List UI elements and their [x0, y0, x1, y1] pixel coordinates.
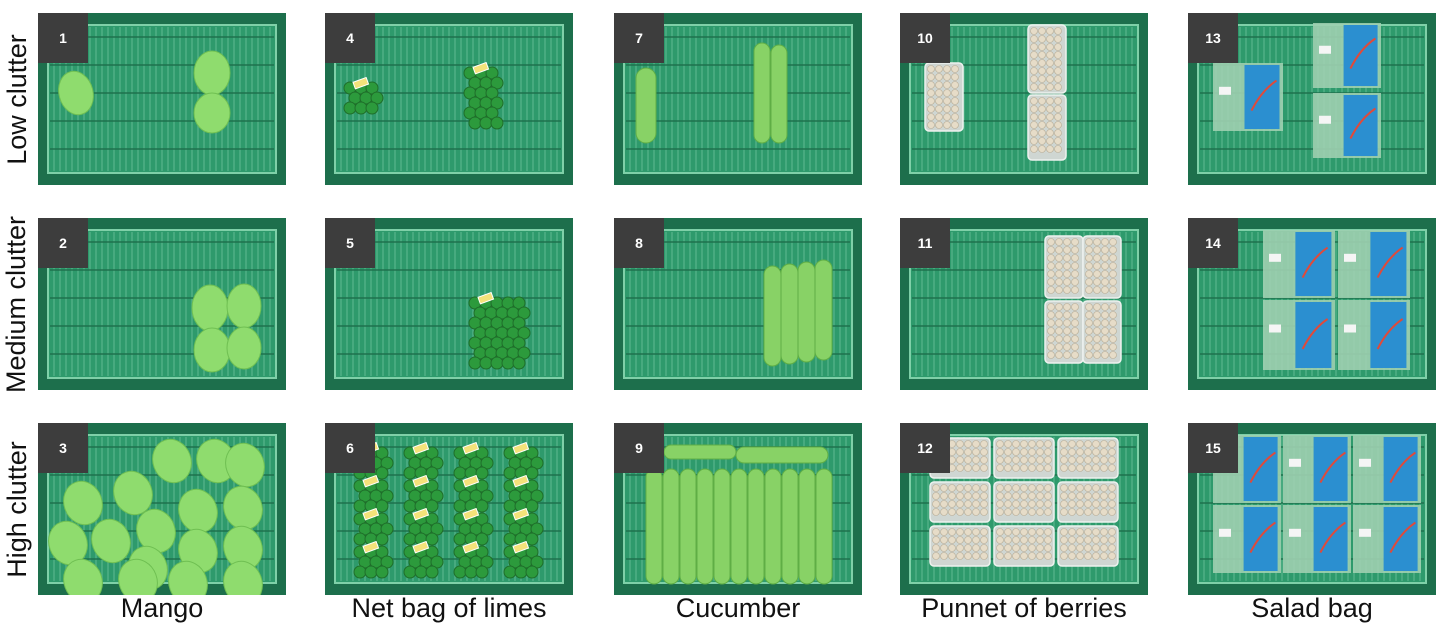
column-label-salad: Salad bag [1251, 593, 1373, 623]
mango [63, 480, 103, 526]
mango [193, 50, 231, 96]
row-label-high: High clutter [0, 423, 34, 595]
crate-image [900, 218, 1148, 390]
cucumber [662, 468, 680, 585]
crate-photo-salad-low: 13 [1188, 13, 1436, 185]
scene-number-badge: 3 [38, 423, 88, 473]
produce-berries [929, 437, 1119, 567]
cucumber [747, 468, 765, 585]
cucumber [645, 468, 663, 585]
mango [63, 558, 103, 595]
cucumber [679, 468, 697, 585]
cucumber [770, 44, 788, 144]
punnet [924, 62, 964, 132]
crate-photo-berries-high: 12 [900, 423, 1148, 595]
mango [168, 560, 208, 595]
cucumber [781, 468, 799, 585]
mango [226, 326, 262, 370]
crate-photo-cucumber-medium: 8 [614, 218, 862, 390]
mango [225, 442, 265, 488]
produce-mango [58, 50, 231, 134]
crate-photo-salad-medium: 14 [1188, 218, 1436, 390]
column-label-berries: Punnet of berries [921, 593, 1127, 623]
cucumber [696, 468, 714, 585]
scene-number-badge: 10 [900, 13, 950, 63]
cucumber [780, 263, 799, 365]
mango [91, 518, 131, 564]
crate-photo-mango-low: 1 [38, 13, 286, 185]
cucumber [798, 468, 816, 585]
column-label-mango: Mango [120, 593, 204, 623]
cucumber [763, 265, 782, 367]
crate-photo-mango-high: 3 [38, 423, 286, 595]
cucumber [753, 42, 771, 144]
mango [223, 560, 263, 595]
produce-cucumber [645, 444, 833, 585]
cucumber [635, 67, 657, 144]
scene-number-badge: 12 [900, 423, 950, 473]
crate-photo-berries-low: 10 [900, 13, 1148, 185]
punnet [1027, 24, 1067, 94]
scene-number-badge: 4 [325, 13, 375, 63]
mango [193, 92, 231, 134]
crate-photo-cucumber-low: 7 [614, 13, 862, 185]
cucumber [764, 468, 782, 585]
crate-photo-limes-low: 4 [325, 13, 573, 185]
cucumber [815, 468, 833, 585]
produce-salad [1213, 23, 1381, 158]
produce-mango [48, 438, 265, 595]
scene-number-badge: 14 [1188, 218, 1238, 268]
cucumber [797, 261, 816, 363]
scene-number-badge: 13 [1188, 13, 1238, 63]
produce-cucumber [763, 259, 833, 367]
row-label-medium: Medium clutter [0, 215, 34, 393]
crate-photo-berries-medium: 11 [900, 218, 1148, 390]
scene-number-badge: 2 [38, 218, 88, 268]
produce-salad [1213, 435, 1421, 573]
produce-limes [468, 291, 531, 370]
mango [226, 283, 262, 329]
crate-image [38, 423, 286, 595]
produce-limes [343, 61, 504, 130]
cucumber [814, 259, 833, 361]
column-label-limes: Net bag of limes [351, 593, 547, 623]
produce-salad [1263, 230, 1410, 370]
mango [152, 438, 192, 484]
row-label-text: Medium clutter [1, 215, 32, 393]
column-label-cucumber: Cucumber [675, 593, 801, 623]
crate-photo-mango-medium: 2 [38, 218, 286, 390]
cucumber [713, 468, 731, 585]
row-label-text: Low clutter [1, 33, 32, 165]
produce-cucumber [635, 42, 788, 144]
mango [58, 70, 94, 116]
mango [113, 470, 153, 516]
mango [193, 327, 231, 373]
mango [136, 508, 176, 554]
scene-number-badge: 5 [325, 218, 375, 268]
crate-image [900, 423, 1148, 595]
scene-number-badge: 15 [1188, 423, 1238, 473]
cucumber [663, 444, 737, 460]
mango [118, 558, 158, 595]
crate-photo-salad-high: 15 [1188, 423, 1436, 595]
scene-number-badge: 11 [900, 218, 950, 268]
crate-photo-limes-high: 6 [325, 423, 573, 595]
scene-number-badge: 9 [614, 423, 664, 473]
cucumber [735, 446, 829, 464]
produce-berries [1044, 235, 1122, 364]
scene-number-badge: 7 [614, 13, 664, 63]
row-label-text: High clutter [1, 440, 32, 578]
row-label-low: Low clutter [0, 13, 34, 185]
scene-number-badge: 1 [38, 13, 88, 63]
crate-photo-limes-medium: 5 [325, 218, 573, 390]
mango [191, 284, 229, 332]
scene-number-badge: 6 [325, 423, 375, 473]
crate-photo-cucumber-high: 9 [614, 423, 862, 595]
produce-mango [191, 283, 262, 373]
produce-berries [924, 24, 1067, 161]
scene-number-badge: 8 [614, 218, 664, 268]
cucumber [730, 468, 748, 585]
